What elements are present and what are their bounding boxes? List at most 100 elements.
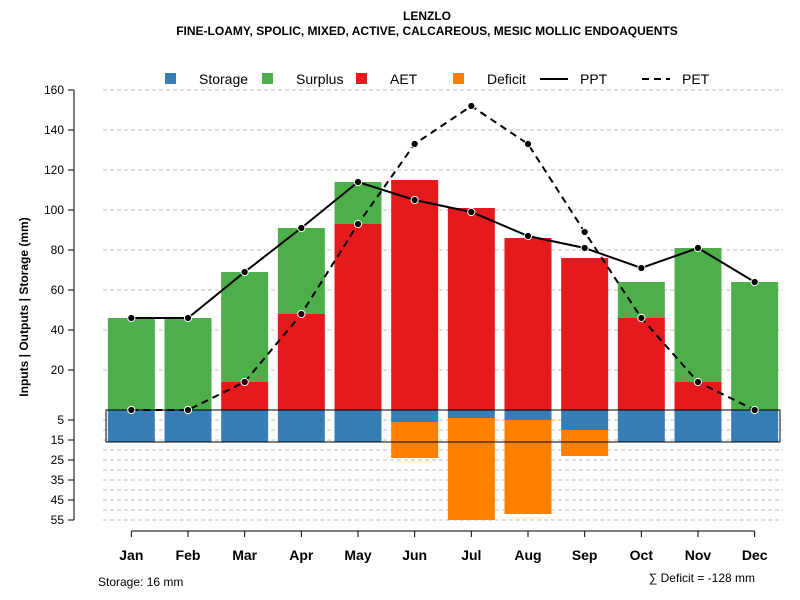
y-tick-label: 80 xyxy=(51,243,65,257)
bar-surplus xyxy=(107,318,155,410)
bar-deficit xyxy=(561,430,609,456)
bar-storage xyxy=(391,410,439,422)
ppt-line xyxy=(131,180,756,319)
y-tick-label: 100 xyxy=(44,203,64,217)
storage-note: Storage: 16 mm xyxy=(98,575,183,589)
bar-storage xyxy=(674,410,722,442)
pet-point xyxy=(637,313,646,323)
bar-surplus xyxy=(164,318,212,410)
bar-aet xyxy=(334,224,382,410)
bar-deficit xyxy=(504,420,552,514)
y-axis-label: Inputs | Outputs | Storage (mm) xyxy=(17,217,31,396)
legend-label: Surplus xyxy=(296,71,343,87)
pet-point xyxy=(580,227,589,237)
bar-aet xyxy=(391,180,439,410)
ppt-point xyxy=(183,313,193,323)
x-tick-label: Aug xyxy=(514,547,541,563)
bar-storage xyxy=(334,410,382,442)
bar-aet xyxy=(617,318,665,410)
y-tick-label: 160 xyxy=(44,83,64,97)
y-tick-label: 60 xyxy=(51,283,65,297)
ppt-point xyxy=(637,263,646,273)
bar-aet xyxy=(674,382,722,410)
legend-label: AET xyxy=(390,71,418,87)
bar-surplus xyxy=(221,272,269,382)
pet-line xyxy=(131,104,756,411)
x-tick-label: Apr xyxy=(289,547,314,563)
legend-swatch xyxy=(356,73,367,84)
ppt-point xyxy=(523,231,533,241)
legend-swatch xyxy=(262,73,273,84)
bar-storage xyxy=(561,410,609,430)
pet-point xyxy=(410,139,419,149)
x-tick-label: Sep xyxy=(572,547,598,563)
x-tick-label: Nov xyxy=(685,547,712,563)
bar-storage xyxy=(617,410,665,442)
bar-aet xyxy=(504,238,552,410)
ppt-point xyxy=(353,177,363,187)
bar-aet xyxy=(277,314,325,410)
bar-aet xyxy=(221,382,269,410)
bar-storage xyxy=(277,410,325,442)
x-axis: Jan Feb Mar Apr May Jun Jul Aug Sep Oct Nov Dec xyxy=(119,530,768,563)
ppt-point xyxy=(240,267,249,277)
bar-surplus xyxy=(674,248,722,382)
storage-box xyxy=(105,409,781,443)
x-tick-label: Jan xyxy=(119,547,143,563)
y-tick-label: 120 xyxy=(44,163,64,177)
chart-subtitle: FINE-LOAMY, SPOLIC, MIXED, ACTIVE, CALCA… xyxy=(176,24,678,38)
x-tick-label: May xyxy=(344,547,371,563)
x-tick-label: Oct xyxy=(630,547,654,563)
pet-point xyxy=(750,405,759,415)
legend-label: Storage xyxy=(199,71,248,87)
pet-point xyxy=(693,377,703,387)
gridlines xyxy=(103,89,783,521)
bar-surplus xyxy=(334,182,382,224)
pet-point xyxy=(127,405,136,415)
bar-storage xyxy=(107,410,155,442)
y-tick-label: 45 xyxy=(51,493,65,507)
lines xyxy=(127,101,759,415)
storage-capacity-box xyxy=(105,409,781,443)
x-tick-label: Jul xyxy=(461,547,481,563)
bar-storage xyxy=(504,410,552,420)
bar-deficit xyxy=(447,418,495,520)
deficit-note: ∑ Deficit = -128 mm xyxy=(649,571,755,585)
y-tick-label: 40 xyxy=(51,323,65,337)
bars xyxy=(107,180,779,520)
ppt-point xyxy=(580,243,589,253)
bar-storage xyxy=(447,410,495,418)
ppt-point xyxy=(750,277,759,287)
ppt-point xyxy=(297,223,306,233)
pet-point xyxy=(467,101,476,111)
y-tick-label: 55 xyxy=(51,513,65,527)
pet-point xyxy=(523,139,533,149)
y-tick-label: 35 xyxy=(51,473,65,487)
y-tick-label: 5 xyxy=(57,413,64,427)
x-tick-label: Jun xyxy=(402,547,427,563)
legend-label: Deficit xyxy=(487,71,526,87)
legend-label: PET xyxy=(682,71,710,87)
legend: Storage Surplus AET Deficit PPT PET xyxy=(165,71,710,87)
bar-storage xyxy=(221,410,269,442)
pet-point xyxy=(240,377,249,387)
bar-storage xyxy=(731,410,779,442)
bar-surplus xyxy=(731,282,779,410)
pet-point xyxy=(183,405,193,415)
bar-aet xyxy=(561,258,609,410)
ppt-point xyxy=(693,243,703,253)
legend-label: PPT xyxy=(580,71,608,87)
y-tick-label: 20 xyxy=(51,363,65,377)
pet-point xyxy=(297,309,306,319)
bar-aet xyxy=(447,208,495,410)
x-tick-label: Mar xyxy=(232,547,257,563)
y-tick-label: 25 xyxy=(51,453,65,467)
pet-point xyxy=(353,219,363,229)
bar-storage xyxy=(164,410,212,442)
y-axis: 20 40 60 80 100 120 140 160 5 15 25 35 45 55 xyxy=(44,83,75,527)
x-tick-label: Dec xyxy=(742,547,768,563)
bar-deficit xyxy=(391,422,439,458)
ppt-point xyxy=(410,195,419,205)
chart-title: LENZLO xyxy=(403,9,451,23)
